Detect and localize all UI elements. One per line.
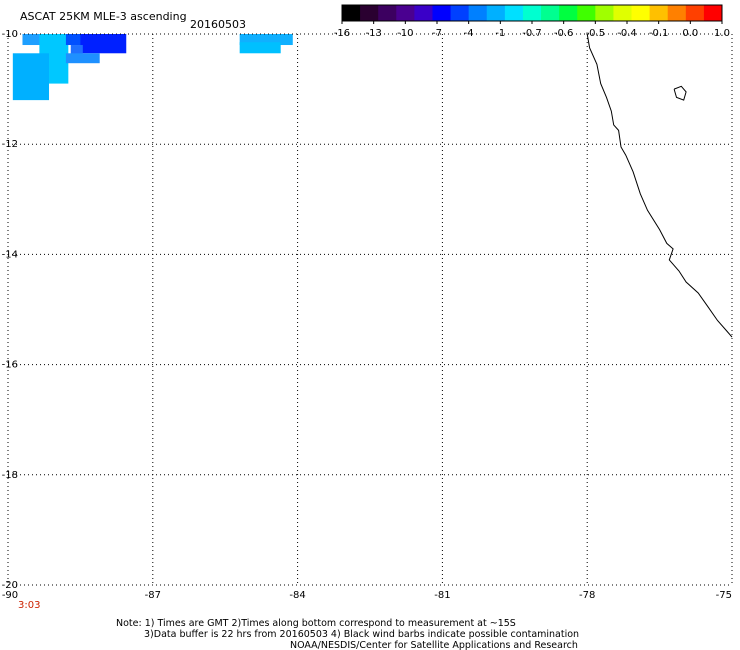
colorbar-tick-label: 0.0 [682, 28, 698, 39]
map-date: 20160503 [190, 18, 246, 31]
colorbar-tick-labels: -16 -13 -10 -7 -4 -1 -0.7 -0.6 -0.5 -0.4 -0.1 0.0 1.… [334, 21, 730, 39]
longitude-label: -87 [145, 590, 161, 601]
colorbar-tick-label: -10 [397, 28, 413, 39]
map-graticule [7, 33, 733, 586]
latitude-label: -10 [2, 29, 18, 40]
latitude-label: -14 [2, 249, 18, 260]
colorbar-swatch [432, 5, 452, 21]
colorbar-tick-label: -0.5 [586, 28, 606, 39]
colorbar-swatch [667, 5, 687, 21]
colorbar-tick-label: 1.0 [714, 28, 730, 39]
colorbar-tick-label: -13 [365, 28, 381, 39]
colorbar-swatch [450, 5, 470, 21]
colorbar-swatch [541, 5, 560, 21]
longitude-label: -75 [716, 590, 732, 601]
longitude-label: -90 [2, 590, 18, 601]
latitude-labels: -10 -12 -14 -16 -18 -20 [2, 29, 18, 591]
note-line-2: 3)Data buffer is 22 hrs from 20160503 4)… [144, 629, 579, 640]
colorbar-swatch [486, 5, 506, 21]
colorbar-swatch [577, 5, 596, 21]
colorbar-swatch [559, 5, 578, 21]
wind-data-cell [239, 34, 293, 46]
coastline-peru [586, 33, 733, 338]
wind-data-cells [12, 34, 293, 101]
colorbar-swatch [649, 5, 669, 21]
colorbar-swatch [504, 5, 524, 21]
colorbar-swatch [342, 5, 361, 21]
longitude-label: -81 [434, 590, 450, 601]
colorbar-swatch [468, 5, 488, 21]
colorbar-swatch [360, 5, 379, 21]
colorbar-swatch [378, 5, 397, 21]
latitude-label: -20 [2, 580, 18, 591]
wind-data-cell [12, 53, 50, 101]
colorbar-swatch [414, 5, 433, 21]
latitude-label: -16 [2, 360, 18, 371]
longitude-labels: -90 -87 -84 -81 -78 -75 [2, 590, 732, 601]
colorbar-swatch [522, 5, 542, 21]
map-title: ASCAT 25KM MLE-3 ascending [20, 10, 187, 23]
coastline-island [673, 85, 687, 101]
time-label: 3:03 [18, 600, 40, 611]
colorbar-tick-label: -0.1 [649, 28, 669, 39]
note-line-1: Note: 1) Times are GMT 2)Times along bot… [116, 618, 516, 629]
longitude-label: -84 [289, 590, 305, 601]
colorbar-swatch [685, 5, 705, 21]
wind-data-cell [70, 45, 83, 57]
colorbar-swatch [631, 5, 651, 21]
wind-data-cell [65, 53, 100, 64]
wind-data-cell [239, 42, 281, 54]
colorbar-swatch [396, 5, 415, 21]
latitude-label: -18 [2, 470, 18, 481]
longitude-label: -78 [579, 590, 595, 601]
colorbar-swatch [613, 5, 633, 21]
note-line-3: NOAA/NESDIS/Center for Satellite Applica… [290, 640, 578, 650]
wind-data-cell [80, 34, 127, 54]
colorbar-swatch [595, 5, 614, 21]
colorbar [341, 4, 723, 22]
colorbar-tick-label: -16 [334, 28, 350, 39]
colorbar-tick-label: -0.4 [617, 28, 637, 39]
colorbar-swatch [703, 5, 723, 21]
latitude-label: -12 [2, 139, 18, 150]
colorbar-tick-label: -0.6 [554, 28, 574, 39]
wind-data-cell [65, 34, 95, 46]
